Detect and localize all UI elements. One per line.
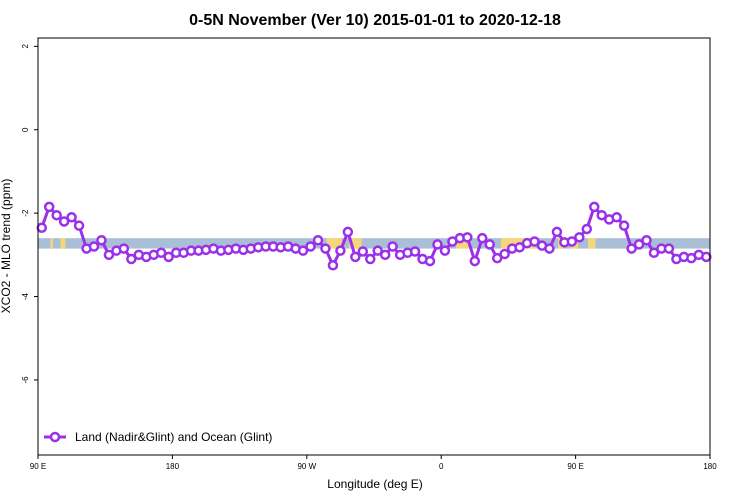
data-point bbox=[73, 220, 85, 231]
data-point bbox=[462, 232, 473, 243]
data-point bbox=[357, 246, 369, 257]
data-point bbox=[544, 243, 555, 254]
reference-band-highlight bbox=[326, 238, 342, 249]
data-point bbox=[43, 201, 55, 213]
data-point bbox=[611, 212, 622, 223]
data-point bbox=[641, 234, 652, 246]
x-tick-label: 90 E bbox=[567, 462, 583, 471]
data-point bbox=[51, 209, 62, 221]
data-point bbox=[36, 222, 47, 233]
data-point bbox=[566, 236, 578, 247]
data-point bbox=[88, 241, 100, 252]
data-point bbox=[327, 260, 339, 271]
data-point bbox=[372, 245, 383, 256]
x-tick-label: 0 bbox=[439, 462, 444, 471]
data-point bbox=[633, 239, 645, 250]
y-tick-label: -6 bbox=[21, 376, 30, 384]
data-point bbox=[342, 226, 354, 238]
data-point bbox=[581, 223, 593, 235]
data-point bbox=[163, 251, 174, 263]
data-point bbox=[648, 247, 660, 259]
data-point bbox=[387, 241, 398, 252]
data-point bbox=[155, 247, 167, 259]
data-point bbox=[499, 248, 510, 260]
data-point bbox=[66, 212, 77, 223]
data-point bbox=[618, 220, 630, 231]
y-tick-label: 0 bbox=[21, 127, 30, 132]
data-point bbox=[491, 252, 503, 264]
data-point bbox=[297, 245, 309, 256]
y-axis-label: XCO2 - MLO trend (ppm) bbox=[0, 179, 13, 314]
data-point bbox=[529, 236, 540, 247]
data-point bbox=[96, 234, 107, 246]
data-point bbox=[312, 234, 324, 246]
reference-band-highlight bbox=[349, 238, 362, 249]
data-point bbox=[118, 243, 130, 254]
data-point bbox=[365, 253, 376, 265]
data-point bbox=[58, 216, 70, 227]
reference-band bbox=[38, 238, 710, 249]
reference-band-rect bbox=[38, 238, 710, 249]
data-point bbox=[477, 232, 488, 244]
data-point bbox=[701, 251, 712, 263]
data-point bbox=[126, 253, 137, 265]
data-point bbox=[551, 226, 563, 238]
x-tick-label: 180 bbox=[166, 462, 180, 471]
data-point bbox=[350, 251, 361, 263]
y-tick-label: -4 bbox=[21, 292, 30, 300]
x-tick-label: 90 E bbox=[30, 462, 46, 471]
data-point bbox=[103, 249, 115, 261]
reference-band-highlight bbox=[50, 238, 53, 249]
legend-entry: Land (Nadir&Glint) and Ocean (Glint) bbox=[75, 430, 272, 444]
data-point bbox=[596, 209, 607, 221]
y-tick-label: 2 bbox=[21, 44, 30, 49]
plot-frame bbox=[37, 37, 711, 456]
reference-band-highlight bbox=[588, 238, 596, 249]
data-point bbox=[335, 245, 346, 256]
data-point bbox=[484, 239, 495, 250]
data-point bbox=[514, 242, 525, 253]
data-point bbox=[589, 201, 600, 213]
data-point bbox=[409, 246, 421, 257]
data-point bbox=[432, 239, 443, 250]
reference-band-highlight bbox=[456, 238, 472, 249]
data-point bbox=[626, 243, 637, 254]
reference-band-highlight bbox=[60, 238, 66, 249]
data-point bbox=[574, 232, 585, 243]
y-axis-ticks: 2 0 -2 -4 -6 bbox=[21, 44, 38, 384]
data-point bbox=[469, 255, 481, 267]
series-points-layer bbox=[36, 201, 712, 271]
data-point bbox=[424, 255, 436, 267]
data-point bbox=[320, 243, 331, 254]
data-point bbox=[305, 241, 316, 252]
y-tick-label: -2 bbox=[21, 209, 30, 217]
x-axis-ticks: 90 E 180 90 W 0 90 E 180 bbox=[30, 455, 717, 471]
legend-swatch-marker bbox=[49, 431, 61, 443]
chart-title: 0-5N November (Ver 10) 2015-01-01 to 202… bbox=[189, 12, 561, 29]
x-tick-label: 90 W bbox=[297, 462, 316, 471]
data-point bbox=[379, 249, 391, 261]
data-point bbox=[439, 245, 451, 256]
data-point bbox=[663, 243, 675, 254]
x-tick-label: 180 bbox=[703, 462, 717, 471]
legend: Land (Nadir&Glint) and Ocean (Glint) bbox=[44, 430, 272, 444]
x-axis-label: Longitude (deg E) bbox=[327, 477, 422, 491]
